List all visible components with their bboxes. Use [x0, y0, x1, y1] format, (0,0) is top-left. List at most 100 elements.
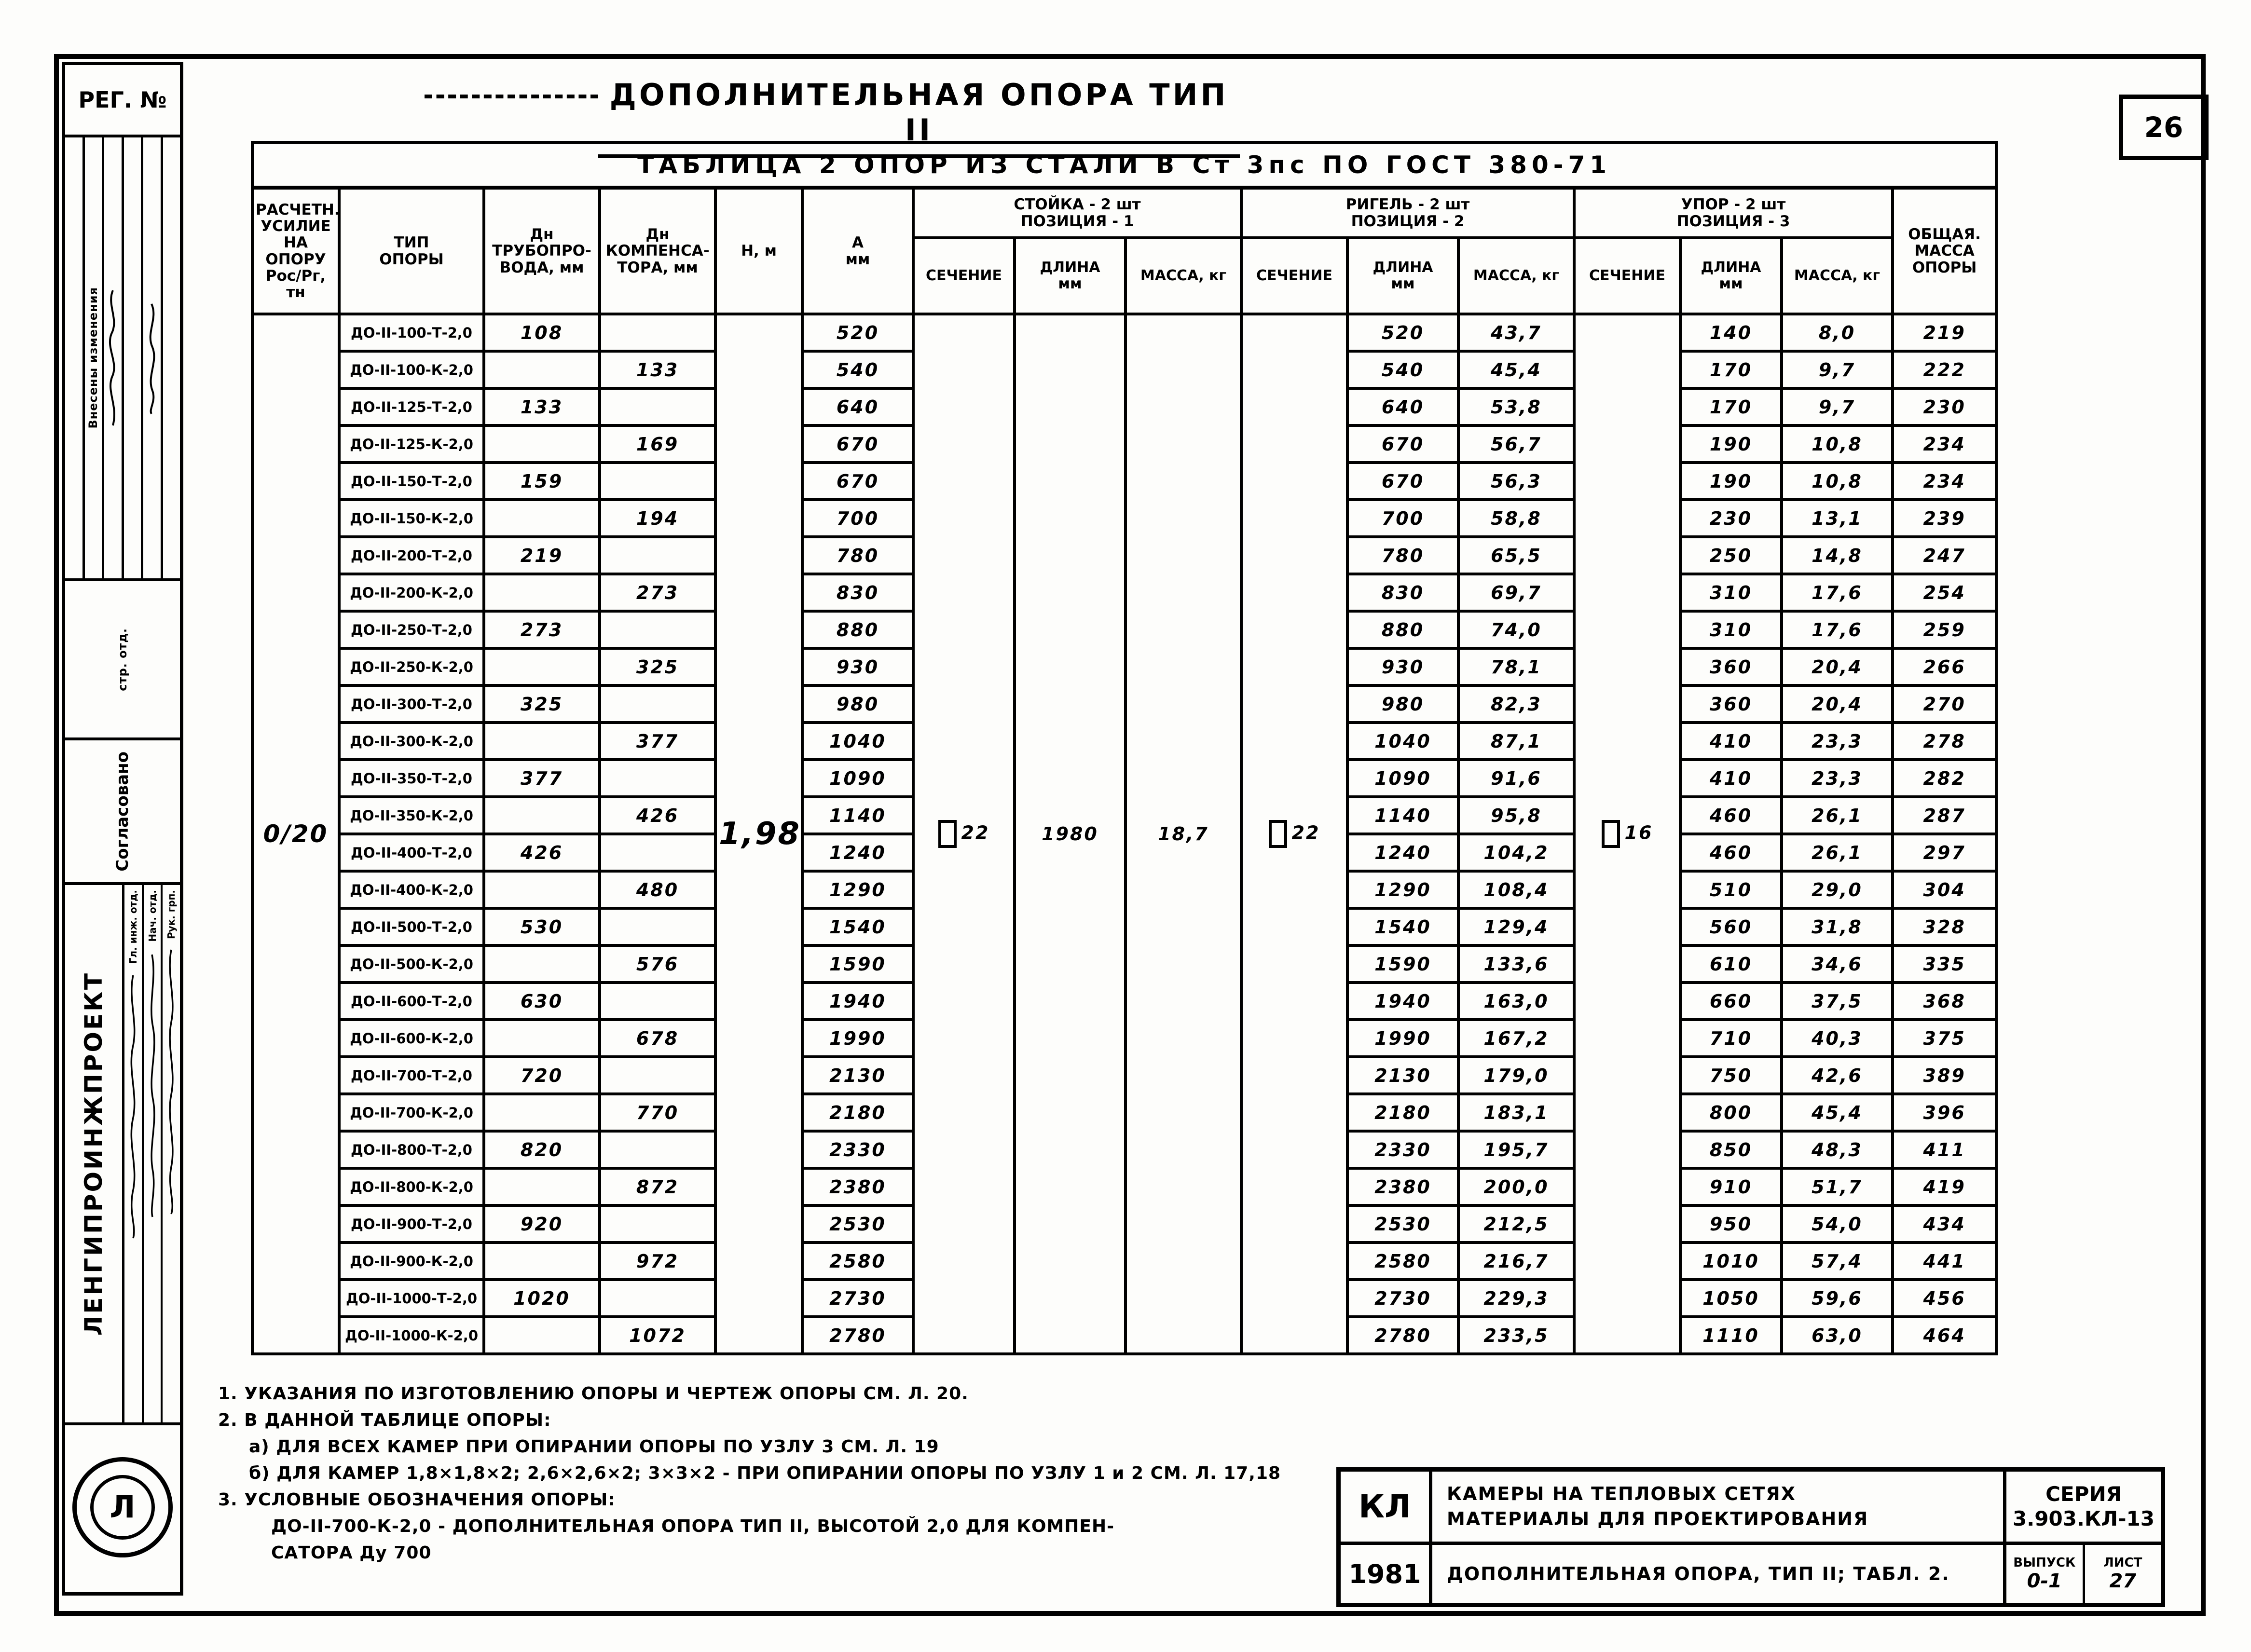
- square-section-icon: [1268, 820, 1287, 848]
- dn-comp-cell: 426: [598, 795, 717, 835]
- upor-mass-cell: 45,4: [1780, 1092, 1894, 1133]
- upor-mass-cell: 40,3: [1780, 1018, 1894, 1058]
- total-mass-cell: 441: [1891, 1241, 1998, 1281]
- dn-comp-cell: 872: [598, 1167, 717, 1207]
- left-stamp-strip: РЕГ. № Внесены изменения стр. отд. Согла…: [62, 62, 183, 1596]
- rigel-mass-cell: 53,8: [1457, 387, 1576, 427]
- table-row: ДО-II-125-К-2,0 169 670 670 56,7 190 10,8 234: [252, 424, 1998, 464]
- handwritten-signature: [130, 975, 136, 1239]
- table-row: ДО-II-1000-Т-2,0 1020 2730 2730 229,3 1050 59,…: [252, 1278, 1998, 1318]
- rigel-length-cell: 540: [1346, 350, 1460, 390]
- supports-table: ТАБЛИЦА 2 ОПОР ИЗ СТАЛИ В Ст 3пс ПО ГОСТ…: [250, 141, 1998, 1355]
- upor-length-cell: 850: [1679, 1130, 1783, 1170]
- a-cell: 2580: [801, 1241, 915, 1281]
- a-cell: 1990: [801, 1018, 915, 1058]
- dn-comp-cell: [598, 461, 717, 501]
- a-cell: 670: [801, 424, 915, 464]
- upor-length-cell: 610: [1679, 944, 1783, 984]
- table-row: ДО-II-900-Т-2,0 920 2530 2530 212,5 950 54,0 43…: [252, 1204, 1998, 1244]
- dn-comp-cell: [598, 313, 717, 353]
- dn-pipe-cell: 630: [482, 981, 601, 1021]
- a-cell: 700: [801, 498, 915, 538]
- dn-comp-cell: [598, 1130, 717, 1170]
- section-symbol-cell: 22: [1240, 313, 1349, 1355]
- dn-pipe-cell: 108: [482, 313, 601, 353]
- type-cell: ДО-II-200-К-2,0: [338, 573, 485, 613]
- type-cell: ДО-II-100-Т-2,0: [338, 313, 485, 353]
- upor-mass-cell: 29,0: [1780, 870, 1894, 910]
- dn-pipe-cell: 820: [482, 1130, 601, 1170]
- upor-length-cell: 510: [1679, 870, 1783, 910]
- upor-mass-cell: 17,6: [1780, 573, 1894, 613]
- organization-name: ЛЕНГИПРОИНЖПРОЕКТ: [80, 971, 108, 1336]
- group-header-stoyka: СТОЙКА - 2 шт ПОЗИЦИЯ - 1: [912, 186, 1243, 239]
- dn-comp-cell: [598, 833, 717, 873]
- col-header-type: ТИП ОПОРЫ: [338, 186, 485, 315]
- rigel-length-cell: 640: [1346, 387, 1460, 427]
- changes-grid-column: Внесены изменения: [85, 137, 104, 578]
- upor-mass-cell: 23,3: [1780, 758, 1894, 798]
- a-cell: 1240: [801, 833, 915, 873]
- dn-comp-cell: 325: [598, 647, 717, 687]
- a-cell: 540: [801, 350, 915, 390]
- rigel-mass-cell: 56,7: [1457, 424, 1576, 464]
- upor-length-cell: 410: [1679, 758, 1783, 798]
- upor-mass-cell: 17,6: [1780, 610, 1894, 650]
- table-row: ДО-II-400-К-2,0 480 1290 1290 108,4 510 29,0 30…: [252, 870, 1998, 910]
- rigel-length-cell: 670: [1346, 461, 1460, 501]
- rigel-mass-cell: 216,7: [1457, 1241, 1576, 1281]
- subcol-mass: МАССА, кг: [1457, 236, 1576, 315]
- table-body: 0/20 ДО-II-100-Т-2,0 108 1,98 520 22 1980 18,7 2…: [251, 313, 1998, 1355]
- changes-grid-column: [143, 137, 163, 578]
- upor-mass-cell: 54,0: [1780, 1204, 1894, 1244]
- table-row: ДО-II-150-Т-2,0 159 670 670 56,3 190 10,8 234: [252, 461, 1998, 501]
- type-cell: ДО-II-125-К-2,0: [338, 424, 485, 464]
- doc-title-text: ДОПОЛНИТЕЛЬНАЯ ОПОРА, ТИП II; ТАБЛ. 2.: [1447, 1563, 1950, 1584]
- table-title: ТАБЛИЦА 2 ОПОР ИЗ СТАЛИ В Ст 3пс ПО ГОСТ…: [250, 141, 1998, 190]
- table-row: ДО-II-800-Т-2,0 820 2330 2330 195,7 850 48,3 41…: [252, 1130, 1998, 1170]
- a-cell: 1040: [801, 721, 915, 761]
- a-cell: 1090: [801, 758, 915, 798]
- table-caption-row: ТАБЛИЦА 2 ОПОР ИЗ СТАЛИ В Ст 3пс ПО ГОСТ…: [250, 141, 1998, 190]
- type-cell: ДО-II-100-К-2,0: [338, 350, 485, 390]
- dn-comp-cell: 480: [598, 870, 717, 910]
- upor-mass-cell: 23,3: [1780, 721, 1894, 761]
- table-row: ДО-II-350-К-2,0 426 1140 1140 95,8 460 26,1 287: [252, 795, 1998, 835]
- total-mass-cell: 230: [1891, 387, 1998, 427]
- note-line: САТОРА Ду 700: [271, 1543, 432, 1563]
- handwritten-signature: [109, 290, 115, 426]
- upor-length-cell: 460: [1679, 795, 1783, 835]
- total-mass-cell: 464: [1891, 1315, 1998, 1355]
- rigel-length-cell: 2380: [1346, 1167, 1460, 1207]
- dn-comp-cell: [598, 1055, 717, 1095]
- a-cell: 2780: [801, 1315, 915, 1355]
- upor-length-cell: 310: [1679, 573, 1783, 613]
- note-line: б) ДЛЯ КАМЕР 1,8×1,8×2; 2,6×2,6×2; 3×3×2…: [249, 1463, 1281, 1483]
- dn-comp-cell: 133: [598, 350, 717, 390]
- upor-mass-cell: 42,6: [1780, 1055, 1894, 1095]
- type-cell: ДО-II-200-Т-2,0: [338, 535, 485, 575]
- dn-pipe-cell: [482, 498, 601, 538]
- type-cell: ДО-II-300-К-2,0: [338, 721, 485, 761]
- rigel-mass-cell: 229,3: [1457, 1278, 1576, 1318]
- table-row: ДО-II-700-Т-2,0 720 2130 2130 179,0 750 42,6 38…: [252, 1055, 1998, 1095]
- signature-column: Нач. отд.: [144, 885, 163, 1422]
- group-header-upor: УПОР - 2 шт ПОЗИЦИЯ - 3: [1573, 186, 1894, 239]
- upor-mass-cell: 63,0: [1780, 1315, 1894, 1355]
- upor-length-cell: 170: [1679, 387, 1783, 427]
- upor-mass-cell: 8,0: [1780, 313, 1894, 353]
- total-mass-cell: 304: [1891, 870, 1998, 910]
- signature-column: Гл. инж. отд.: [124, 885, 144, 1422]
- total-mass-cell: 434: [1891, 1204, 1998, 1244]
- table-row: ДО-II-1000-К-2,0 1072 2780 2780 233,5 1110 63,…: [252, 1315, 1998, 1355]
- rigel-length-cell: 2780: [1346, 1315, 1460, 1355]
- total-mass-cell: 266: [1891, 647, 1998, 687]
- height-cell: 1,98: [714, 313, 804, 1355]
- a-cell: 1940: [801, 981, 915, 1021]
- rigel-mass-cell: 58,8: [1457, 498, 1576, 538]
- type-cell: ДО-II-350-Т-2,0: [338, 758, 485, 798]
- dn-pipe-cell: [482, 1167, 601, 1207]
- a-cell: 670: [801, 461, 915, 501]
- subcol-mass: МАССА, кг: [1780, 236, 1894, 315]
- sign-title: Гл. инж. отд.: [127, 890, 139, 964]
